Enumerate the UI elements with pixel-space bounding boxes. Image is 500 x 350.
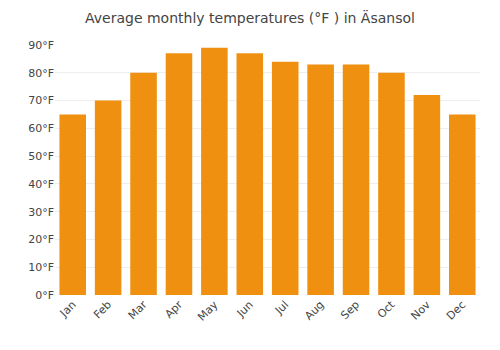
svg-text:Nov: Nov (409, 298, 434, 323)
svg-text:Feb: Feb (91, 298, 114, 321)
svg-text:30°F: 30°F (28, 206, 54, 219)
svg-text:40°F: 40°F (28, 178, 54, 191)
svg-text:May: May (195, 298, 221, 324)
svg-text:0°F: 0°F (35, 289, 54, 302)
svg-text:60°F: 60°F (28, 122, 54, 135)
svg-text:Jun: Jun (234, 298, 256, 320)
svg-text:20°F: 20°F (28, 233, 54, 246)
svg-text:Average monthly temperatures (: Average monthly temperatures (°F ) in Ä​… (85, 9, 415, 26)
svg-text:80°F: 80°F (28, 67, 54, 80)
svg-text:70°F: 70°F (28, 94, 54, 107)
svg-text:Sep: Sep (338, 298, 362, 322)
svg-text:Mar: Mar (126, 298, 150, 322)
svg-text:Jul: Jul (272, 298, 291, 317)
svg-text:Jan: Jan (57, 298, 79, 320)
svg-text:Apr: Apr (162, 298, 185, 321)
svg-text:Aug: Aug (302, 298, 326, 322)
svg-text:Oct: Oct (375, 298, 398, 321)
svg-text:50°F: 50°F (28, 150, 54, 163)
svg-text:10°F: 10°F (28, 261, 54, 274)
svg-text:Dec: Dec (444, 298, 468, 322)
svg-text:90°F: 90°F (28, 39, 54, 52)
